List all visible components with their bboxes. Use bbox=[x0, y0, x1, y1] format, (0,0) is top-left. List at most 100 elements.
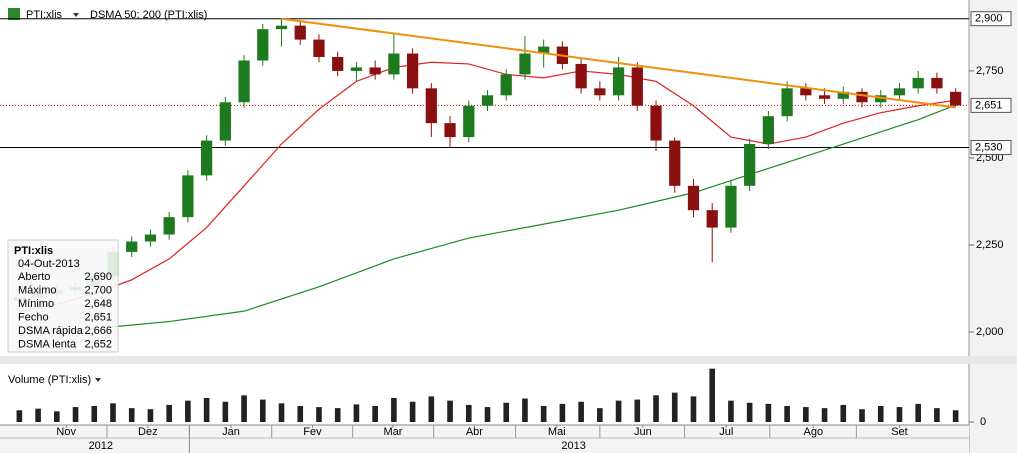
x-tick-label: Mar bbox=[383, 426, 402, 438]
volume-bar bbox=[877, 406, 884, 422]
level-label-box bbox=[970, 140, 1012, 156]
volume-bar bbox=[147, 409, 154, 422]
year-label: 2013 bbox=[561, 440, 585, 452]
y-tick-label: 2,750 bbox=[976, 65, 1004, 77]
candle-body bbox=[800, 88, 812, 96]
volume-bar bbox=[166, 404, 172, 422]
info-row-name: Mínimo bbox=[18, 298, 54, 310]
volume-bar bbox=[803, 407, 809, 422]
info-row-name: Fecho bbox=[18, 311, 49, 323]
volume-bar bbox=[728, 400, 734, 422]
ma-line bbox=[19, 61, 956, 312]
x-tick-label: Abr bbox=[466, 426, 483, 438]
candle-body bbox=[687, 185, 700, 211]
candle-body bbox=[818, 95, 831, 99]
info-date: 04-Out-2013 bbox=[18, 258, 80, 270]
volume-bar bbox=[634, 399, 641, 422]
volume-title: Volume (PTI:xlis) bbox=[8, 374, 91, 386]
candle-body bbox=[406, 53, 419, 89]
x-tick-label: Dez bbox=[138, 426, 158, 438]
volume-bar bbox=[615, 400, 622, 422]
volume-bar bbox=[54, 411, 60, 422]
candle-body bbox=[669, 140, 681, 186]
candle-body bbox=[650, 105, 662, 141]
x-tick-label: Fev bbox=[303, 426, 322, 438]
candle-body bbox=[257, 29, 269, 61]
candle-body bbox=[725, 185, 737, 228]
info-row-value: 2,690 bbox=[84, 271, 112, 283]
info-box: PTI:xlis 04-Out-2013 Aberto 2,690 Máximo 2,… bbox=[7, 239, 119, 353]
info-box-bg bbox=[7, 239, 119, 353]
level-label: 2,530 bbox=[975, 141, 1003, 153]
candle-body bbox=[481, 95, 494, 106]
candle-body bbox=[706, 210, 718, 228]
candle-body bbox=[425, 88, 437, 124]
volume-bar bbox=[16, 410, 23, 422]
candle-body bbox=[744, 144, 756, 186]
candle-body bbox=[875, 95, 887, 103]
volume-bar bbox=[278, 403, 285, 422]
candle-body bbox=[931, 77, 943, 89]
candle-body bbox=[762, 116, 774, 145]
candle-body bbox=[388, 53, 400, 75]
candle-body bbox=[350, 67, 363, 71]
volume-bar bbox=[465, 404, 472, 422]
volume-bar bbox=[484, 407, 491, 422]
volume-bar bbox=[915, 403, 921, 422]
symbol-icon[interactable] bbox=[8, 8, 20, 20]
candle-body bbox=[950, 91, 962, 106]
info-row-value: 2,652 bbox=[84, 338, 112, 350]
x-tick-label: Jan bbox=[222, 426, 240, 438]
volume-bar bbox=[821, 408, 828, 422]
volume-bar bbox=[784, 406, 790, 422]
year-label: 2012 bbox=[89, 440, 113, 452]
volume-bar bbox=[222, 401, 229, 422]
candle-body bbox=[313, 39, 325, 57]
volume-bar bbox=[671, 392, 678, 422]
dropdown-arrow[interactable] bbox=[73, 13, 79, 17]
volume-bar bbox=[391, 398, 397, 422]
candle-body bbox=[594, 88, 606, 96]
candle-body bbox=[201, 140, 213, 176]
candle-body bbox=[219, 102, 231, 141]
volume-bar bbox=[934, 408, 940, 422]
volume-bar bbox=[765, 403, 772, 422]
candle-body bbox=[182, 175, 194, 218]
volume-bar bbox=[35, 408, 41, 422]
level-label-box bbox=[970, 11, 1012, 27]
volume-tick-label: 0 bbox=[980, 416, 986, 428]
candle-body bbox=[444, 123, 456, 138]
candle-body bbox=[538, 46, 550, 54]
volume-bar bbox=[503, 402, 510, 422]
volume-bar bbox=[859, 409, 865, 422]
symbol-label[interactable]: PTI:xlis bbox=[26, 9, 63, 21]
volume-bar bbox=[297, 406, 304, 422]
volume-bar bbox=[353, 404, 360, 422]
volume-bar bbox=[372, 406, 378, 422]
info-row-name: DSMA rápida bbox=[18, 325, 84, 337]
candle-body bbox=[332, 56, 344, 71]
candle-body bbox=[275, 25, 288, 30]
info-row-name: DSMA lenta bbox=[18, 338, 77, 350]
volume-bar bbox=[428, 396, 435, 422]
info-row-value: 2,700 bbox=[84, 284, 112, 296]
candle-body bbox=[463, 105, 475, 138]
volume-bar bbox=[185, 400, 191, 422]
candle-body bbox=[500, 74, 512, 96]
candle-body bbox=[126, 241, 138, 252]
level-label: 2,900 bbox=[975, 13, 1003, 25]
volume-bar bbox=[91, 406, 98, 422]
volume-bar bbox=[241, 395, 247, 422]
dropdown-arrow[interactable] bbox=[95, 378, 101, 382]
candle-body bbox=[294, 25, 306, 40]
x-tick-label: Set bbox=[891, 426, 908, 438]
volume-bar bbox=[110, 403, 116, 422]
volume-bar bbox=[128, 408, 135, 422]
volume-bar bbox=[559, 403, 566, 422]
volume-bar bbox=[447, 400, 453, 422]
level-label-box bbox=[970, 97, 1012, 113]
candle-body bbox=[144, 234, 157, 242]
candle-body bbox=[912, 77, 924, 89]
